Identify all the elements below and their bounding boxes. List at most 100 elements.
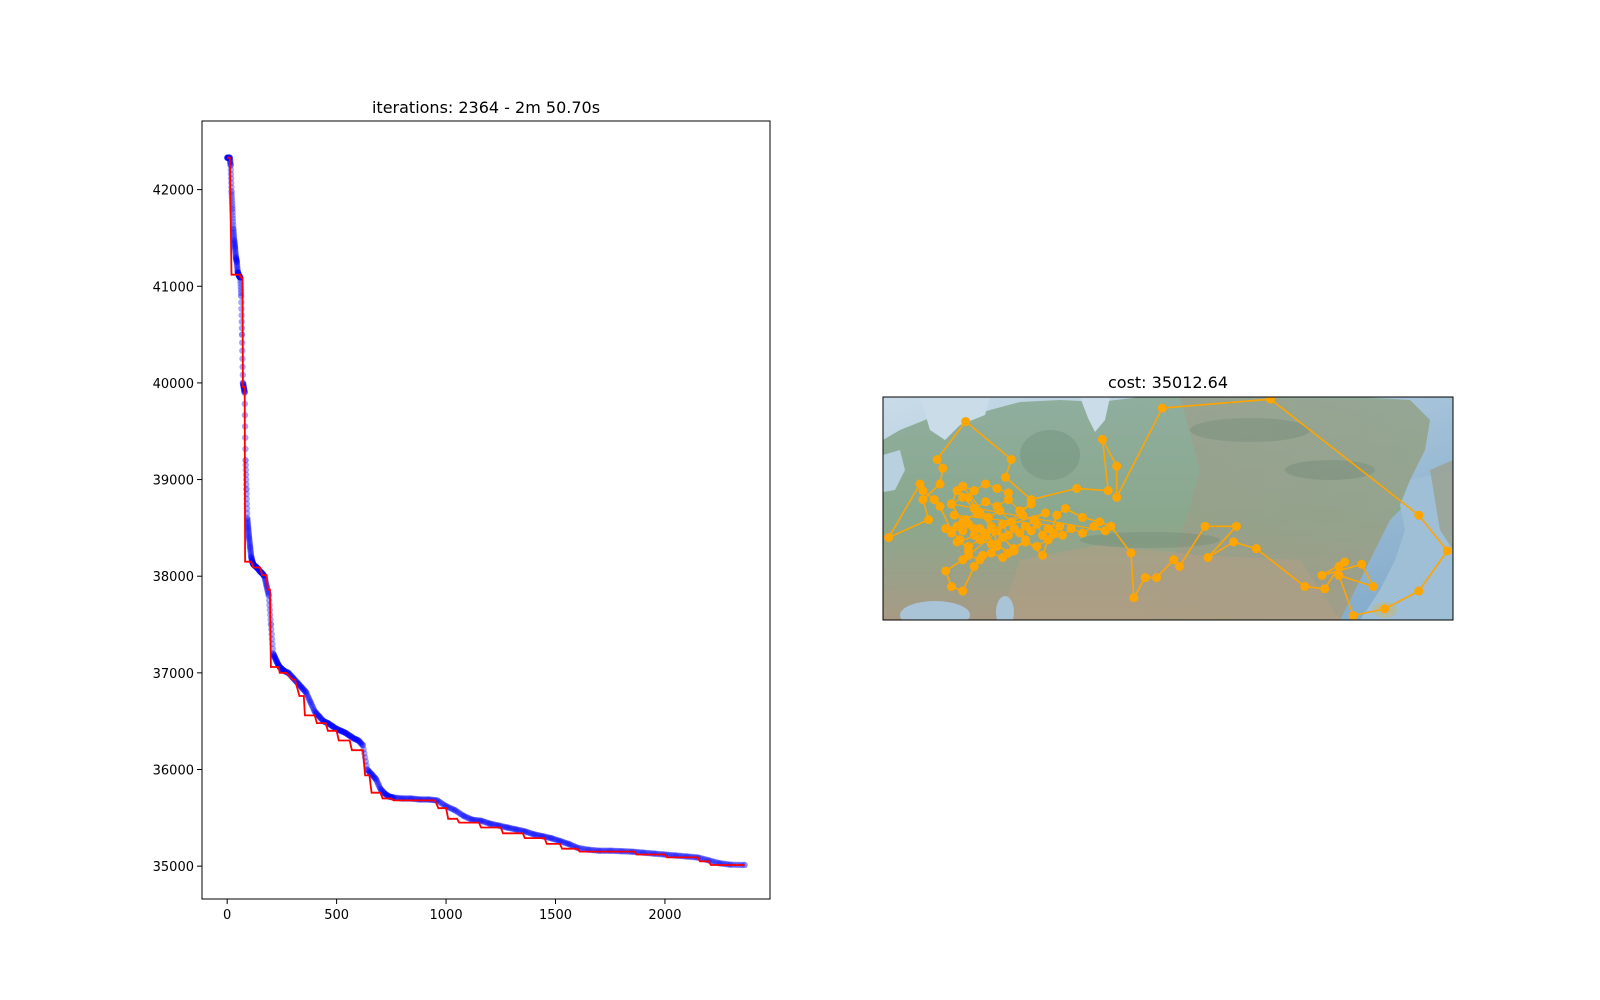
x-tick-label: 500 (324, 908, 349, 923)
candidate-point (273, 657, 280, 664)
candidate-point (230, 227, 237, 234)
route-stop (1072, 483, 1082, 493)
candidate-point (337, 727, 344, 734)
candidate-point (466, 815, 473, 822)
route-stop (1251, 544, 1261, 554)
candidate-point (275, 661, 282, 668)
candidate-point (270, 651, 277, 658)
candidate-point (331, 724, 339, 732)
candidate-point (230, 236, 238, 244)
candidate-point (534, 832, 542, 839)
basemap (883, 397, 1453, 620)
route-map-frame (882, 396, 1454, 621)
candidate-point (344, 731, 351, 738)
candidate-point (358, 740, 365, 747)
candidate-point (247, 548, 254, 556)
candidate-point (234, 265, 241, 272)
candidate-point (302, 688, 310, 696)
route-stop (1320, 584, 1330, 594)
candidate-point (274, 659, 281, 667)
route-stop (1152, 573, 1162, 583)
candidate-point (318, 716, 326, 723)
candidate-point (231, 241, 238, 249)
candidate-point (457, 810, 464, 818)
candidate-point (353, 736, 360, 743)
y-tick-label: 40000 (153, 377, 194, 392)
candidate-point (318, 715, 325, 722)
candidate-point (353, 736, 361, 744)
candidate-point (492, 821, 499, 829)
candidate-point (233, 256, 240, 263)
candidate-point (544, 834, 552, 841)
cost-history-ticks: 0 500 1000 1500 2000 35000 36000 37000 38000 3900… (153, 184, 682, 923)
route-stop (932, 454, 942, 464)
candidate-point (299, 684, 306, 692)
candidate-point (247, 547, 254, 554)
candidate-point (234, 268, 241, 275)
y-tick-label: 42000 (153, 184, 194, 199)
candidate-point (233, 255, 240, 263)
route-stop (1103, 486, 1113, 496)
candidate-point (234, 263, 241, 271)
candidate-point (377, 785, 384, 793)
y-tick-label: 39000 (153, 474, 194, 489)
candidate-point (531, 831, 539, 838)
route-stop (1126, 548, 1136, 558)
candidate-point (307, 700, 315, 707)
candidate-point (245, 529, 252, 536)
candidate-point (338, 727, 345, 735)
route-stop (1317, 570, 1327, 580)
candidate-point (305, 695, 313, 702)
route-stop (1097, 434, 1107, 444)
route-stop (1129, 593, 1139, 603)
candidate-point (271, 654, 279, 661)
candidate-point (230, 234, 238, 242)
candidate-point (348, 733, 355, 740)
candidate-point (356, 738, 363, 745)
route-stop (915, 479, 925, 489)
candidate-point (244, 523, 252, 530)
candidate-point (246, 544, 254, 551)
candidate-point (469, 816, 476, 823)
route-stop (1200, 521, 1210, 531)
candidate-point (528, 830, 536, 837)
candidate-point (437, 799, 444, 806)
candidate-point (343, 730, 351, 737)
route-stop (1078, 512, 1087, 522)
route-stop (924, 515, 934, 525)
route-stop (1414, 586, 1424, 596)
candidate-point (234, 266, 241, 274)
candidate-point (485, 819, 492, 827)
candidate-point (359, 742, 367, 749)
candidate-point (244, 521, 252, 528)
candidate-point (326, 720, 333, 728)
route-stop (1157, 403, 1167, 413)
candidate-point (233, 258, 241, 266)
candidate-point (508, 825, 515, 832)
candidate-point (319, 717, 326, 724)
candidate-point (244, 519, 251, 527)
candidate-point (246, 539, 253, 546)
candidate-point (232, 254, 240, 262)
candidate-point (511, 825, 518, 833)
route-stop (1229, 537, 1239, 547)
candidate-point (233, 262, 241, 269)
candidate-point (272, 655, 279, 662)
candidate-point (342, 730, 350, 737)
candidate-point (524, 829, 531, 836)
candidate-point (526, 829, 533, 836)
candidate-point (244, 518, 251, 525)
candidate-point (245, 526, 252, 533)
candidate-point (461, 813, 469, 820)
route-stop (929, 495, 939, 505)
candidate-point (231, 237, 238, 245)
candidate-point (550, 835, 558, 843)
candidate-point (232, 249, 239, 256)
candidate-point (271, 653, 278, 660)
candidate-point (553, 836, 561, 844)
candidate-point (341, 729, 348, 736)
candidate-point (566, 841, 574, 848)
candidate-point (345, 731, 353, 739)
x-tick-label: 1500 (539, 908, 572, 923)
route-stop (1414, 510, 1424, 520)
